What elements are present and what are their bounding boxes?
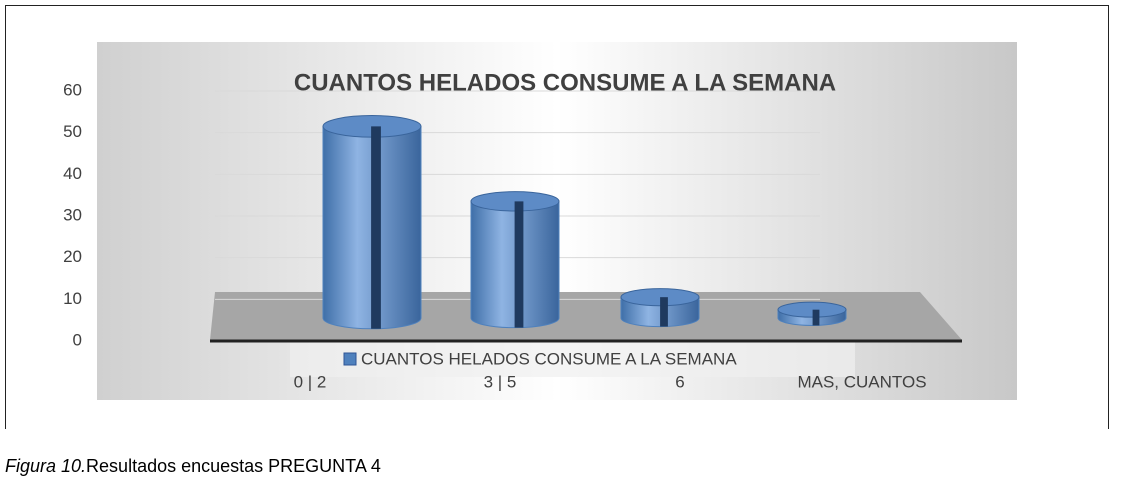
chart-title: CUANTOS HELADOS CONSUME A LA SEMANA: [294, 69, 836, 96]
x-tick-label: 3 | 5: [484, 372, 517, 391]
y-tick-label: 40: [63, 164, 82, 183]
legend-marker: [343, 352, 357, 366]
x-tick-label: 6: [675, 372, 684, 391]
y-tick-label: 60: [63, 80, 82, 99]
cylinder-top: [777, 301, 847, 318]
y-tick-label: 10: [63, 289, 82, 308]
figure-frame: [5, 5, 1109, 429]
y-tick-label: 20: [63, 247, 82, 266]
y-tick-label: 30: [63, 205, 82, 224]
x-tick-label: 0 | 2: [294, 372, 327, 391]
legend-label: CUANTOS HELADOS CONSUME A LA SEMANA: [361, 349, 737, 368]
caption-text: Resultados encuestas PREGUNTA 4: [86, 456, 381, 476]
chart: CUANTOS HELADOS CONSUME A LA SEMANA 0 10 2…: [63, 42, 1017, 400]
caption: Figura 10.Resultados encuestas PREGUNTA …: [5, 456, 381, 477]
y-tick-label: 0: [73, 330, 82, 349]
cylinder-top: [620, 288, 700, 307]
y-tick-label: 50: [63, 122, 82, 141]
x-tick-label: MAS, CUANTOS: [797, 372, 926, 391]
caption-label: Figura 10.: [5, 456, 87, 476]
legend-box: [290, 342, 855, 377]
